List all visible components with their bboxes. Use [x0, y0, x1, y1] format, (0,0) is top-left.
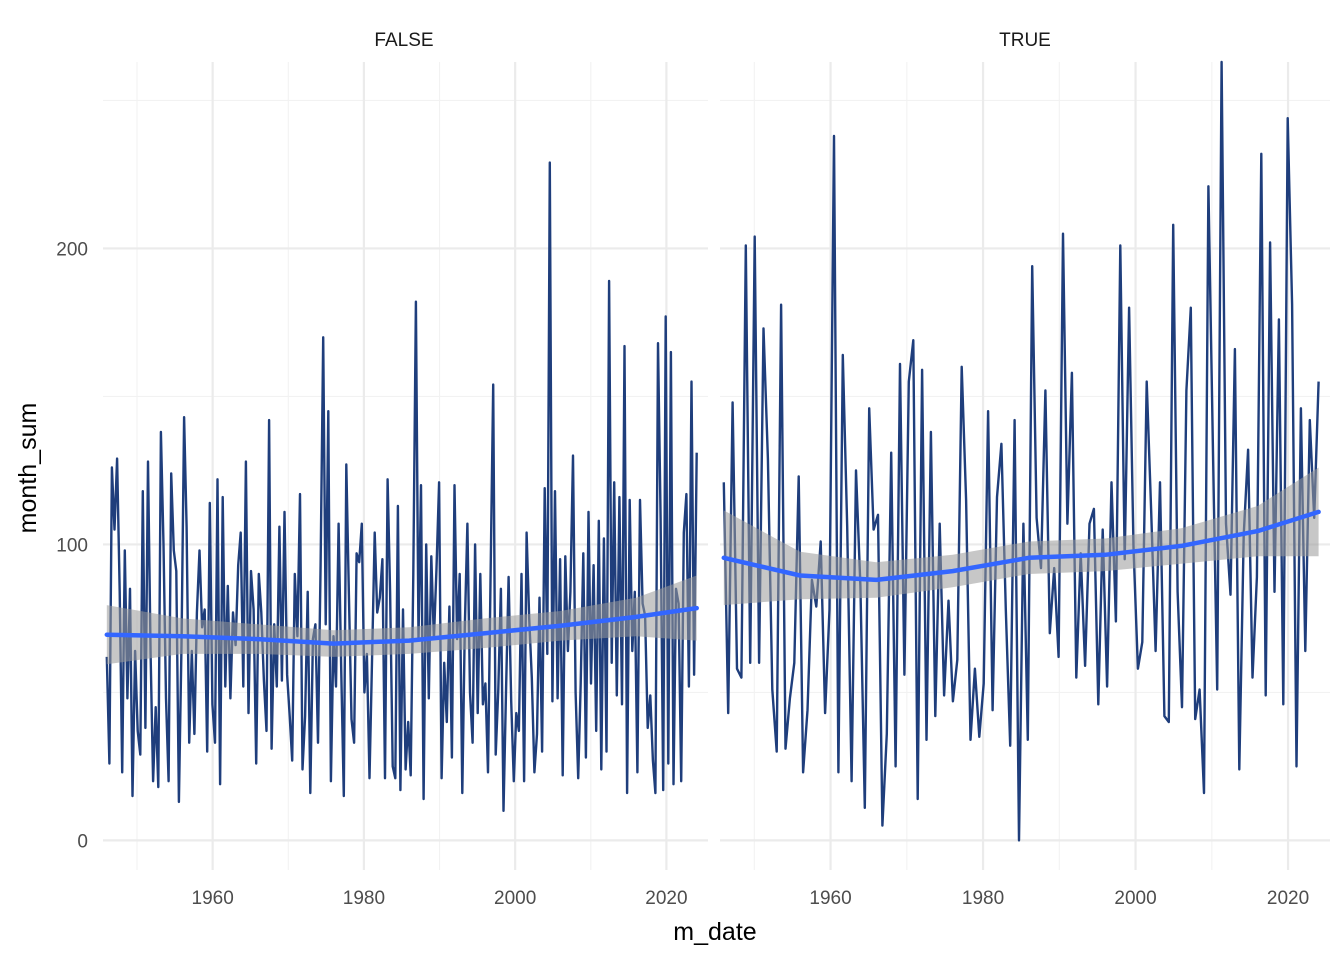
x-tick-label: 2000	[1114, 888, 1156, 909]
y-axis-title: month_sum	[14, 403, 42, 534]
panel-false	[103, 62, 708, 870]
y-axis-tick-labels: 0 100 200	[56, 239, 88, 852]
y-tick-label: 100	[56, 535, 88, 556]
x-axis-tick-labels: 1960 1980 2000 2020 1960 1980 2000 2020	[192, 888, 1310, 909]
y-tick-label: 200	[56, 239, 88, 260]
y-tick-label: 0	[77, 831, 88, 852]
x-tick-label: 1980	[962, 888, 1004, 909]
strip-label-false: FALSE	[374, 30, 433, 51]
smooth-confidence-band	[106, 575, 697, 665]
smooth-confidence-band	[723, 467, 1319, 606]
x-tick-label: 2000	[494, 888, 536, 909]
series-line-month-sum	[722, 60, 1320, 842]
panel-true	[720, 60, 1330, 870]
x-axis-title: m_date	[673, 918, 756, 946]
series-line-month-sum	[105, 161, 698, 812]
x-tick-label: 2020	[1267, 888, 1309, 909]
x-tick-label: 1960	[192, 888, 234, 909]
x-tick-label: 1960	[809, 888, 851, 909]
smooth-trend-line	[721, 509, 1321, 583]
strip-label-true: TRUE	[999, 30, 1051, 51]
smooth-trend-line	[104, 605, 699, 646]
x-tick-label: 1980	[343, 888, 385, 909]
x-tick-label: 2020	[645, 888, 687, 909]
